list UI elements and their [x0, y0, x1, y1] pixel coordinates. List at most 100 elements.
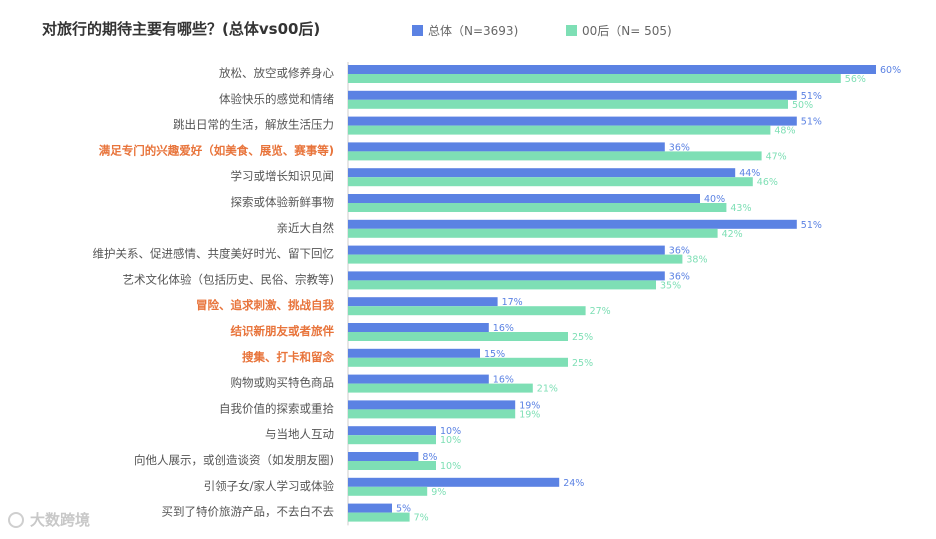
legend-label-gen00: 00后（N= 505) — [582, 24, 672, 38]
category-label: 冒险、追求刺激、挑战自我 — [196, 298, 334, 312]
category-label: 探索或体验新鲜事物 — [231, 195, 335, 209]
data-label: 21% — [537, 384, 558, 395]
data-label: 17% — [502, 297, 523, 308]
chart-title: 对旅行的期待主要有哪些？(总体vs00后) — [42, 20, 321, 38]
data-label: 5% — [396, 504, 411, 515]
bar-overall — [348, 426, 436, 436]
bar-overall — [348, 168, 736, 178]
category-label: 跳出日常的生活，解放生活压力 — [173, 118, 334, 132]
bar-gen00 — [348, 125, 771, 135]
category-label: 与当地人互动 — [265, 427, 334, 441]
category-label: 自我价值的探索或重拾 — [219, 401, 334, 415]
data-label: 44% — [739, 168, 760, 179]
data-label: 10% — [440, 426, 461, 437]
legend-item-gen00: 00后（N= 505) — [566, 22, 672, 39]
bar-gen00 — [348, 99, 788, 109]
bar-gen00 — [348, 383, 533, 393]
category-label: 满足专门的兴趣爱好（如美食、展览、赛事等) — [99, 143, 334, 157]
data-label: 7% — [414, 513, 429, 524]
bar-gen00 — [348, 306, 586, 316]
data-label: 27% — [590, 306, 611, 317]
bar-overall — [348, 297, 498, 307]
data-label: 56% — [845, 74, 866, 85]
bar-overall — [348, 374, 489, 384]
watermark: 大数跨境 — [8, 509, 90, 530]
category-label: 放松、放空或修养身心 — [219, 66, 334, 80]
bar-overall — [348, 142, 665, 152]
category-label: 搜集、打卡和留念 — [242, 350, 334, 364]
bar-gen00 — [348, 280, 656, 290]
data-label: 25% — [572, 332, 593, 343]
legend-item-overall: 总体（N=3693) — [412, 22, 518, 39]
bar-gen00 — [348, 228, 718, 238]
legend-swatch-gen00 — [566, 25, 577, 36]
category-label: 买到了特价旅游产品，不去白不去 — [162, 505, 335, 519]
category-label: 引领子女/家人学习或体验 — [204, 479, 335, 493]
bar-gen00 — [348, 254, 683, 264]
bar-overall — [348, 477, 560, 487]
data-label: 19% — [519, 400, 540, 411]
category-label: 学习或增长知识见闻 — [231, 169, 335, 183]
bar-overall — [348, 271, 665, 281]
data-label: 16% — [493, 375, 514, 386]
data-label: 19% — [519, 409, 540, 420]
bar-gen00 — [348, 357, 568, 367]
bar-gen00 — [348, 203, 727, 212]
bar-overall — [348, 90, 797, 100]
bar-overall — [348, 116, 797, 126]
bar-gen00 — [348, 74, 841, 83]
data-label: 25% — [572, 358, 593, 369]
bar-gen00 — [348, 461, 436, 470]
data-label: 9% — [431, 487, 446, 498]
data-label: 51% — [801, 91, 822, 102]
bar-overall — [348, 503, 392, 513]
data-label: 47% — [766, 151, 787, 162]
bar-overall — [348, 219, 797, 229]
data-label: 51% — [801, 117, 822, 128]
data-label: 36% — [669, 142, 690, 153]
data-label: 40% — [704, 194, 725, 205]
bar-gen00 — [348, 332, 568, 341]
data-label: 38% — [686, 255, 707, 266]
data-label: 42% — [722, 229, 743, 240]
data-label: 24% — [563, 478, 584, 489]
bar-gen00 — [348, 435, 436, 445]
bar-gen00 — [348, 409, 516, 419]
bar-overall — [348, 452, 419, 461]
bar-overall — [348, 400, 516, 410]
bar-overall — [348, 194, 700, 203]
bar-gen00 — [348, 177, 753, 187]
legend-label-overall: 总体（N=3693) — [428, 24, 519, 38]
data-label: 35% — [660, 280, 681, 291]
data-label: 36% — [669, 246, 690, 257]
data-label: 51% — [801, 220, 822, 231]
watermark-logo-icon — [8, 511, 24, 528]
category-label: 购物或购买特色商品 — [231, 376, 335, 390]
data-label: 10% — [440, 435, 461, 446]
bar-gen00 — [348, 151, 762, 161]
bar-overall — [348, 65, 876, 74]
bar-overall — [348, 348, 480, 358]
data-label: 15% — [484, 349, 505, 360]
data-label: 36% — [669, 271, 690, 282]
bar-overall — [348, 323, 489, 332]
data-label: 10% — [440, 461, 461, 472]
data-label: 43% — [730, 203, 751, 214]
legend-swatch-overall — [412, 25, 423, 36]
category-label: 艺术文化体验（包括历史、民俗、宗教等) — [123, 272, 334, 286]
bar-gen00 — [348, 486, 428, 496]
data-label: 46% — [757, 177, 778, 188]
bar-overall — [348, 245, 665, 255]
watermark-text: 大数跨境 — [30, 511, 91, 529]
data-label: 48% — [774, 126, 795, 137]
data-label: 16% — [493, 323, 514, 334]
data-label: 8% — [422, 452, 437, 463]
category-label: 亲近大自然 — [277, 221, 335, 235]
category-label: 结识新朋友或者旅伴 — [230, 324, 335, 338]
bar-gen00 — [348, 512, 410, 522]
category-label: 向他人展示，或创造谈资（如发朋友圈) — [134, 453, 334, 467]
category-label: 维护关系、促进感情、共度美好时光、留下回忆 — [93, 247, 335, 261]
data-label: 60% — [880, 65, 901, 76]
data-label: 50% — [792, 100, 813, 111]
